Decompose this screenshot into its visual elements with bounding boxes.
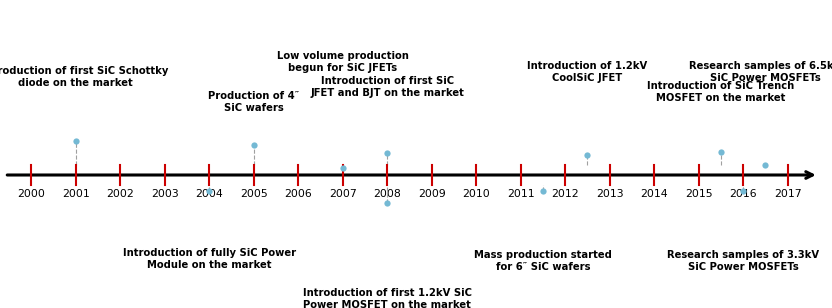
Text: 2002: 2002 <box>106 189 134 199</box>
Text: Introduction of 1.2kV
CoolSiC JFET: Introduction of 1.2kV CoolSiC JFET <box>527 61 647 83</box>
Text: Introduction of fully SiC Power
Module on the market: Introduction of fully SiC Power Module o… <box>122 248 295 270</box>
Text: Research samples of 6.5kV
SiC Power MOSFETs: Research samples of 6.5kV SiC Power MOSF… <box>689 61 832 83</box>
Text: 2009: 2009 <box>418 189 445 199</box>
Text: 2014: 2014 <box>640 189 668 199</box>
Text: 2001: 2001 <box>62 189 90 199</box>
Text: 2011: 2011 <box>507 189 534 199</box>
Text: Research samples of 3.3kV
SiC Power MOSFETs: Research samples of 3.3kV SiC Power MOSF… <box>667 250 819 272</box>
Text: Introduction of first 1.2kV SiC
Power MOSFET on the market: Introduction of first 1.2kV SiC Power MO… <box>303 288 472 308</box>
Text: Introduction of first SiC
JFET and BJT on the market: Introduction of first SiC JFET and BJT o… <box>310 76 464 98</box>
Text: 2007: 2007 <box>329 189 356 199</box>
Text: 2010: 2010 <box>463 189 490 199</box>
Text: 2005: 2005 <box>240 189 267 199</box>
Text: 2008: 2008 <box>374 189 401 199</box>
Text: 2003: 2003 <box>151 189 179 199</box>
Text: Production of 4″
SiC wafers: Production of 4″ SiC wafers <box>208 91 300 113</box>
Text: 2004: 2004 <box>196 189 223 199</box>
Text: 2017: 2017 <box>774 189 801 199</box>
Text: 2012: 2012 <box>552 189 579 199</box>
Text: Mass production started
for 6″ SiC wafers: Mass production started for 6″ SiC wafer… <box>474 250 612 272</box>
Text: 2013: 2013 <box>596 189 623 199</box>
Text: 2006: 2006 <box>285 189 312 199</box>
Text: Low volume production
begun for SiC JFETs: Low volume production begun for SiC JFET… <box>277 51 409 73</box>
Text: Introduction of first SiC Schottky
diode on the market: Introduction of first SiC Schottky diode… <box>0 67 169 88</box>
Text: Introduction of SiC Trench
MOSFET on the market: Introduction of SiC Trench MOSFET on the… <box>647 81 795 103</box>
Text: 2015: 2015 <box>685 189 712 199</box>
Text: 2016: 2016 <box>729 189 757 199</box>
Text: 2000: 2000 <box>17 189 45 199</box>
